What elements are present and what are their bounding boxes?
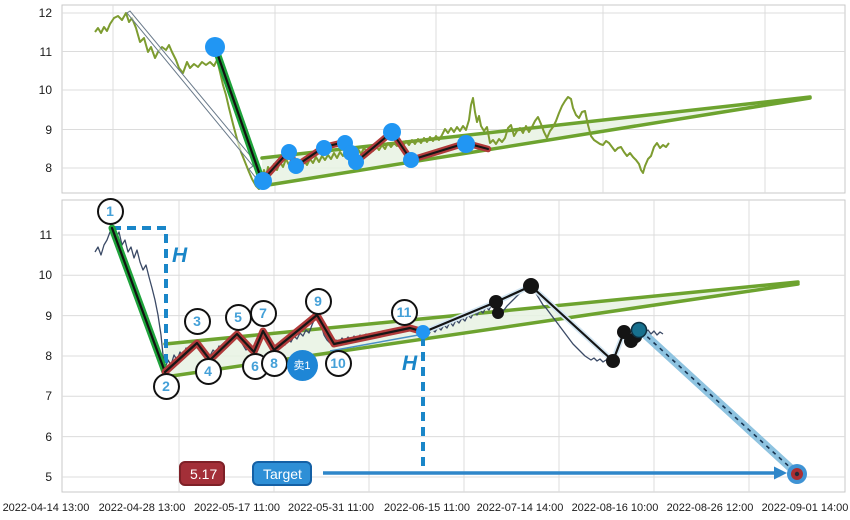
height-construction-dashed xyxy=(112,226,168,372)
top-channel-lower-line xyxy=(260,96,812,188)
xtick-0: 2022-04-14 13:00 xyxy=(2,502,90,514)
target-label-tag[interactable]: Target xyxy=(252,461,312,486)
projection-line-dashes xyxy=(640,330,796,473)
xtick-3: 2022-05-31 11:00 xyxy=(287,502,375,514)
bottom-ytick-8: 8 xyxy=(45,349,52,363)
top-pivot-dots xyxy=(205,37,475,190)
minor-trendline xyxy=(329,333,425,352)
xtick-7: 2022-08-26 12:00 xyxy=(666,502,754,514)
panel-top-border xyxy=(61,4,846,194)
bottom-impulse-core xyxy=(110,226,167,374)
top-ytick-9: 9 xyxy=(45,122,52,137)
bottom-ytick-6: 6 xyxy=(45,429,52,444)
wave-marker-11[interactable]: 11 xyxy=(390,298,418,326)
bottom-channel-upper-line xyxy=(163,280,800,346)
sell-badge[interactable]: 卖1 xyxy=(286,349,318,381)
xtick-5: 2022-07-14 14:00 xyxy=(476,502,564,514)
xtick-8: 2022-09-01 14:00 xyxy=(761,502,849,514)
bottom-ytick-5: 5 xyxy=(45,470,52,484)
projection-start-dot xyxy=(630,321,648,339)
wave-marker-1[interactable]: 1 xyxy=(96,197,124,225)
wave-marker-3[interactable]: 3 xyxy=(183,307,211,335)
xtick-1: 2022-04-28 13:00 xyxy=(98,502,186,514)
xtick-2: 2022-05-17 11:00 xyxy=(193,502,281,514)
target-price-tag[interactable]: 5.17 xyxy=(179,461,225,486)
xtick-6: 2022-08-16 10:00 xyxy=(571,502,659,514)
top-ytick-10: 10 xyxy=(38,83,52,97)
bottom-ytick-9: 9 xyxy=(45,308,52,323)
panel-bottom xyxy=(61,199,846,493)
target-marker xyxy=(787,464,807,484)
panel-top xyxy=(61,4,846,194)
wave-marker-9[interactable]: 9 xyxy=(304,287,332,315)
top-down-arrow xyxy=(126,10,260,184)
wave-marker-10[interactable]: 10 xyxy=(324,349,352,377)
wave-marker-5[interactable]: 5 xyxy=(224,303,252,331)
wave-marker-7[interactable]: 7 xyxy=(249,299,277,327)
panel-bottom-border xyxy=(61,199,846,493)
top-impulse-core xyxy=(213,45,264,183)
height-label-2: H xyxy=(402,352,418,375)
wave-marker-2[interactable]: 2 xyxy=(152,372,180,400)
xtick-4: 2022-06-15 11:00 xyxy=(383,502,471,514)
top-ytick-8: 8 xyxy=(45,161,52,175)
top-ytick-12: 12 xyxy=(38,6,52,20)
wave-marker-8[interactable]: 8 xyxy=(260,349,288,377)
panel-top-vgrid xyxy=(112,5,766,193)
panel-top-hgrid xyxy=(62,12,845,169)
height-label-1: H xyxy=(172,244,188,267)
bottom-ytick-10: 10 xyxy=(38,268,52,283)
bottom-ytick-7: 7 xyxy=(45,389,52,404)
target-arrowhead xyxy=(774,466,787,480)
wave-marker-4[interactable]: 4 xyxy=(194,357,222,385)
top-ytick-11: 11 xyxy=(39,44,52,59)
bottom-zigzag-core xyxy=(163,313,426,374)
bottom-ytick-11: 11 xyxy=(39,228,52,242)
breakdown-dot xyxy=(416,325,430,339)
